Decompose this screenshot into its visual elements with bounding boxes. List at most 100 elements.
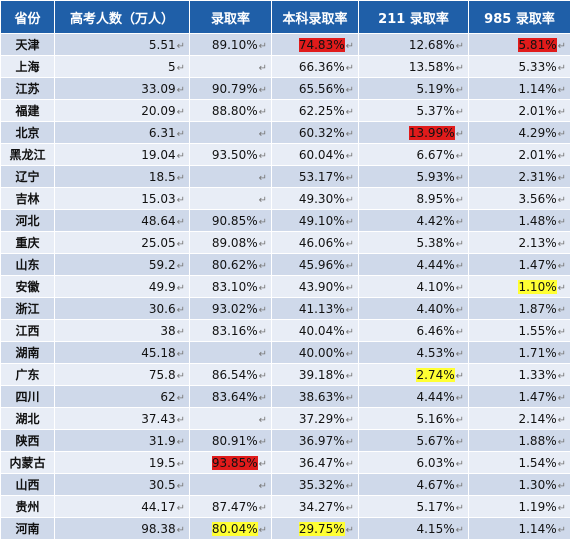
bachelor-rate-cell: 65.56%↵ [271,77,359,100]
paragraph-mark-icon: ↵ [258,502,267,514]
cell-value: 8.95% [416,191,455,206]
cell-value: 1.10% [518,279,557,294]
paragraph-mark-icon: ↵ [258,172,267,184]
paragraph-mark-icon: ↵ [176,370,185,382]
paragraph-mark-icon: ↵ [557,172,566,184]
table-row: 江苏 33.09↵ 90.79%↵ 65.56%↵ 5.19%↵ 1.14%↵ [0,77,570,100]
paragraph-mark-icon: ↵ [176,40,185,52]
paragraph-mark-icon: ↵ [176,216,185,228]
paragraph-mark-icon: ↵ [345,414,354,426]
cell-value: 39.18% [298,367,345,382]
rate-211-cell: 4.15%↵ [358,517,469,540]
paragraph-mark-icon: ↵ [176,326,185,338]
paragraph-mark-icon: ↵ [176,458,185,470]
cell-value: 江苏 [15,82,40,96]
paragraph-mark-icon: ↵ [176,348,185,360]
table-header: 省份 高考人数（万人） 录取率 本科录取率 211 录取率 985 录取率 [0,0,570,34]
cell-value: 贵州 [15,500,40,514]
paragraph-mark-icon: ↵ [258,524,267,536]
paragraph-mark-icon: ↵ [258,480,267,492]
cell-value: 5.16% [416,411,455,426]
paragraph-mark-icon: ↵ [557,216,566,228]
cell-value: 5.33% [518,59,557,74]
rate-211-cell: 6.46%↵ [358,319,469,342]
paragraph-mark-icon: ↵ [557,348,566,360]
rate-985-cell: 1.54%↵ [468,451,570,474]
header-admission-rate: 录取率 [189,0,272,34]
province-cell: 江西 [0,319,55,342]
paragraph-mark-icon: ↵ [557,524,566,536]
bachelor-rate-cell: 66.36%↵ [271,55,359,78]
rate-211-cell: 5.67%↵ [358,429,469,452]
table-row: 山东 59.2↵ 80.62%↵ 45.96%↵ 4.44%↵ 1.47%↵ [0,253,570,276]
candidates-cell: 75.8↵ [54,363,190,386]
paragraph-mark-icon: ↵ [455,282,464,294]
cell-value: 49.9 [148,279,176,294]
bachelor-rate-cell: 74.83%↵ [271,33,359,56]
cell-value: 5 [167,59,176,74]
paragraph-mark-icon: ↵ [258,458,267,470]
cell-value: 74.83% [298,37,345,52]
cell-value: 5.37% [416,103,455,118]
candidates-cell: 62↵ [54,385,190,408]
cell-value: 75.8 [148,367,176,382]
cell-value: 重庆 [15,236,40,250]
paragraph-mark-icon: ↵ [176,150,185,162]
cell-value: 80.04% [211,521,258,536]
paragraph-mark-icon: ↵ [345,84,354,96]
cell-value: 2.01% [518,147,557,162]
cell-value: 6.46% [416,323,455,338]
paragraph-mark-icon: ↵ [455,40,464,52]
candidates-cell: 37.43↵ [54,407,190,430]
cell-value: 5.81% [518,37,557,52]
cell-value: 6.31 [148,125,176,140]
paragraph-mark-icon: ↵ [176,128,185,140]
cell-value: 北京 [15,126,40,140]
candidates-cell: 59.2↵ [54,253,190,276]
cell-value: 30.5 [148,477,176,492]
paragraph-mark-icon: ↵ [557,282,566,294]
rate-211-cell: 6.67%↵ [358,143,469,166]
province-cell: 浙江 [0,297,55,320]
paragraph-mark-icon: ↵ [455,62,464,74]
table-row: 内蒙古 19.5↵ 93.85%↵ 36.47%↵ 6.03%↵ 1.54%↵ [0,451,570,474]
rate-211-cell: 2.74%↵ [358,363,469,386]
rate-211-cell: 4.44%↵ [358,385,469,408]
admission-rate-cell: 93.85%↵ [189,451,272,474]
admission-rate-cell: 83.64%↵ [189,385,272,408]
table-row: 浙江 30.6↵ 93.02%↵ 41.13%↵ 4.40%↵ 1.87%↵ [0,297,570,320]
rate-985-cell: 1.48%↵ [468,209,570,232]
paragraph-mark-icon: ↵ [258,84,267,96]
cell-value: 49.10% [298,213,345,228]
cell-value: 1.55% [518,323,557,338]
paragraph-mark-icon: ↵ [557,84,566,96]
table-row: 广东 75.8↵ 86.54%↵ 39.18%↵ 2.74%↵ 1.33%↵ [0,363,570,386]
rate-211-cell: 4.44%↵ [358,253,469,276]
province-cell: 贵州 [0,495,55,518]
paragraph-mark-icon: ↵ [557,304,566,316]
candidates-cell: 5↵ [54,55,190,78]
paragraph-mark-icon: ↵ [345,370,354,382]
admission-rate-cell: ↵ [189,55,272,78]
cell-value: 45.18 [141,345,176,360]
paragraph-mark-icon: ↵ [258,150,267,162]
cell-value: 80.91% [211,433,258,448]
paragraph-mark-icon: ↵ [258,260,267,272]
cell-value: 83.10% [211,279,258,294]
province-cell: 湖南 [0,341,55,364]
cell-value: 43.90% [298,279,345,294]
rate-211-cell: 5.19%↵ [358,77,469,100]
province-cell: 上海 [0,55,55,78]
paragraph-mark-icon: ↵ [557,392,566,404]
cell-value: 辽宁 [15,170,40,184]
paragraph-mark-icon: ↵ [557,150,566,162]
paragraph-mark-icon: ↵ [345,216,354,228]
paragraph-mark-icon: ↵ [557,458,566,470]
paragraph-mark-icon: ↵ [455,502,464,514]
bachelor-rate-cell: 39.18%↵ [271,363,359,386]
admission-rate-cell: ↵ [189,341,272,364]
province-cell: 湖北 [0,407,55,430]
paragraph-mark-icon: ↵ [176,414,185,426]
cell-value: 1.33% [518,367,557,382]
header-211-rate: 211 录取率 [358,0,469,34]
